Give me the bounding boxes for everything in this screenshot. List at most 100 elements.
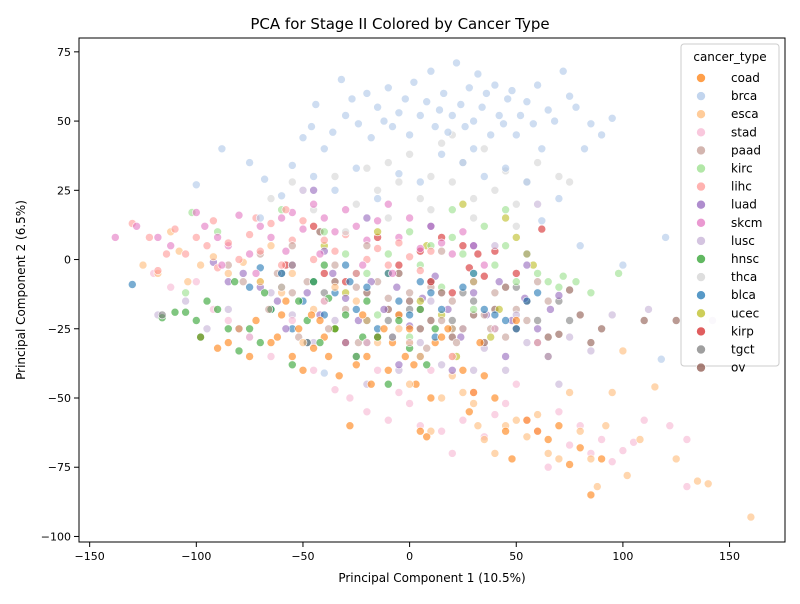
point-lusc [501,365,510,375]
point-brca [245,158,254,167]
point-skcm [277,213,286,223]
point-hnsc [196,332,205,342]
point-brca [373,102,382,112]
point-lusc [490,241,500,250]
legend-marker-hnsc [696,254,706,264]
legend-label-skcm: skcm [731,216,763,230]
point-ov [639,316,649,325]
point-paad [458,324,468,334]
point-coad [458,365,468,375]
point-skcm [437,238,446,248]
point-coad [597,454,606,464]
point-coad [294,324,304,334]
point-brca [537,144,547,154]
point-brca [319,368,329,378]
point-hnsc [170,307,180,317]
point-ucec [373,227,382,237]
legend-label-paad: paad [731,143,761,157]
point-brca [586,119,596,129]
legend-label-brca: brca [731,89,757,103]
point-kirc [373,310,382,320]
point-thca [565,177,574,187]
point-coad [287,352,297,361]
point-esca [255,277,265,287]
point-ov [597,324,606,334]
point-brca [426,66,436,76]
x-tick-label: 0 [406,550,413,563]
point-brca [217,144,227,154]
point-kirp [473,249,483,259]
point-esca [618,346,628,356]
point-coad [245,352,254,361]
point-coad [437,332,446,342]
point-lihc [234,255,244,264]
point-brca [437,150,446,159]
legend-marker-lihc [696,181,706,192]
point-kirc [362,269,372,278]
legend-label-hnsc: hnsc [731,252,759,266]
point-skcm [234,210,244,220]
point-kirc [614,269,623,278]
point-stad [245,332,254,342]
point-brca [439,89,449,98]
point-paad [383,293,393,303]
point-lusc [554,379,564,389]
point-esca [224,269,233,278]
point-kirc [405,227,414,237]
point-luad [238,269,248,278]
point-kirp [447,288,457,298]
point-brca [328,127,338,137]
point-blca [245,282,254,292]
point-lihc [266,219,276,228]
point-paad [324,324,333,334]
point-lihc [224,238,233,248]
point-brca [533,80,542,90]
point-skcm [166,241,175,250]
point-kirc [447,233,457,242]
point-blca [277,269,286,278]
point-thca [554,172,564,181]
point-esca [650,382,660,392]
point-lusc [224,305,233,314]
point-stad [597,435,606,444]
point-brca [435,105,444,115]
point-brca [307,122,316,131]
point-thca [426,172,436,181]
point-lusc [644,305,653,314]
point-brca [571,102,581,112]
point-ov [405,296,414,306]
point-kirp [426,277,436,287]
point-esca [575,426,585,436]
y-axis-ticks: −100 −75 −50 −25 0 25 50 75 [41,46,79,543]
legend-marker-coad [696,73,706,83]
legend-marker-brca [696,91,706,101]
point-coad [533,426,542,436]
point-paad [490,288,500,298]
point-coad [464,407,474,417]
point-kirp [537,224,547,234]
point-stad [394,388,404,397]
point-brca [330,186,340,195]
point-coad [324,352,333,361]
point-brca [379,116,389,126]
point-skcm [330,227,340,237]
point-coad [400,352,410,361]
point-stad [490,324,500,334]
point-coad [315,316,325,325]
point-hnsc [230,277,239,287]
point-brca [565,91,574,101]
point-esca [592,482,602,491]
point-kirc [501,205,510,214]
legend-label-stad: stad [731,125,757,139]
point-hnsc [415,305,425,314]
point-kirp [319,269,329,278]
point-brca [351,163,361,173]
y-tick-label: 25 [57,184,71,197]
legend-title: cancer_type [693,50,766,64]
point-lusc [607,310,617,320]
point-esca [437,393,446,403]
point-kirc [469,305,478,314]
point-ucec [511,233,521,242]
